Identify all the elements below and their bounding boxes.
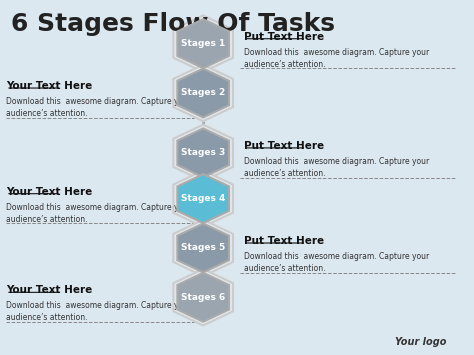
Text: Put Text Here: Put Text Here [245, 32, 325, 42]
Polygon shape [177, 19, 229, 68]
Text: Download this  awesome diagram. Capture your
audience’s attention.: Download this awesome diagram. Capture y… [245, 157, 430, 178]
Polygon shape [177, 273, 229, 322]
Polygon shape [173, 15, 233, 72]
Text: Your logo: Your logo [395, 337, 446, 346]
Text: Stages 4: Stages 4 [181, 194, 225, 203]
Text: Stages 5: Stages 5 [181, 244, 225, 252]
Polygon shape [177, 224, 229, 272]
Text: Put Text Here: Put Text Here [245, 236, 325, 246]
Text: Your Text Here: Your Text Here [6, 285, 92, 295]
Text: Your Text Here: Your Text Here [6, 187, 92, 197]
Text: Download this  awesome diagram. Capture your
audience’s attention.: Download this awesome diagram. Capture y… [245, 252, 430, 273]
Text: Download this  awesome diagram. Capture your
audience’s attention.: Download this awesome diagram. Capture y… [6, 203, 191, 224]
Polygon shape [177, 174, 229, 223]
Text: Stages 1: Stages 1 [181, 39, 225, 48]
Polygon shape [173, 269, 233, 326]
Text: Download this  awesome diagram. Capture your
audience’s attention.: Download this awesome diagram. Capture y… [245, 48, 430, 69]
Text: Stages 6: Stages 6 [181, 293, 225, 302]
Text: Your Text Here: Your Text Here [6, 81, 92, 91]
Text: Download this  awesome diagram. Capture your
audience’s attention.: Download this awesome diagram. Capture y… [6, 301, 191, 322]
Polygon shape [177, 129, 229, 177]
Polygon shape [173, 65, 233, 121]
Polygon shape [173, 220, 233, 276]
Text: Stages 3: Stages 3 [181, 148, 225, 157]
Polygon shape [177, 69, 229, 118]
Text: Put Text Here: Put Text Here [245, 141, 325, 151]
Text: Download this  awesome diagram. Capture your
audience’s attention.: Download this awesome diagram. Capture y… [6, 97, 191, 118]
Polygon shape [173, 125, 233, 181]
Polygon shape [173, 170, 233, 227]
Text: Stages 2: Stages 2 [181, 88, 225, 98]
Text: 6 Stages Flow Of Tasks: 6 Stages Flow Of Tasks [10, 12, 335, 36]
